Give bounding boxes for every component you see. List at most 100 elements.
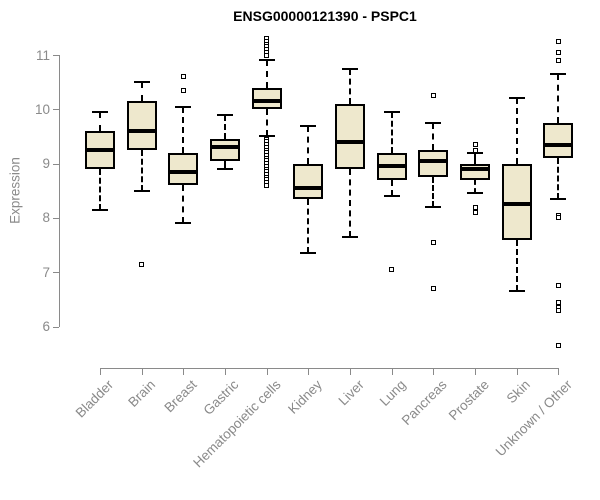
upper-whisker-hematopoietic-cells [265,60,268,88]
lower-whisker-cap-brain [133,189,150,192]
lower-whisker-cap-pancreas [425,206,442,209]
y-axis-line [59,55,60,327]
lower-whisker-cap-unknown-other [550,197,567,200]
outlier-point-unknown-other [555,57,561,63]
outlier-point-hematopoietic-cells [264,52,270,58]
outlier-point-unknown-other [555,299,561,305]
upper-whisker-gastric [224,114,226,140]
x-axis-tick [350,368,351,375]
upper-whisker-cap-pancreas [425,121,442,124]
upper-whisker-cap-brain [133,81,150,84]
median-line-lung [376,164,407,169]
outlier-point-prostate [472,142,478,148]
x-tick-label: Lung [376,377,409,409]
box-hematopoietic-cells [251,87,282,110]
x-axis-tick [266,368,268,375]
median-line-breast [168,169,199,174]
lower-whisker-pancreas [432,177,435,208]
upper-whisker-cap-bladder [92,111,108,113]
upper-whisker-prostate [474,152,476,164]
y-tick-label: 6 [42,319,50,334]
lower-whisker-skin [515,239,518,292]
x-axis-tick [516,368,518,375]
outlier-point-hematopoietic-cells [264,182,270,188]
outlier-point-brain [139,261,145,267]
outlier-point-pancreas [430,93,436,99]
y-tick-label: 7 [42,264,50,280]
x-axis-tick [308,368,310,375]
median-line-liver [335,139,365,144]
lower-whisker-cap-gastric [217,168,233,171]
outlier-point-prostate [472,209,478,215]
outlier-point-unknown-other [555,38,561,44]
box-skin [501,163,532,240]
box-unknown-other [543,122,574,159]
x-tick-label: Gastric [200,377,242,418]
outlier-point-unknown-other [555,283,561,289]
box-kidney [293,163,324,199]
outlier-point-unknown-other [555,215,561,221]
lower-whisker-bladder [99,169,101,210]
outlier-point-breast [180,87,186,93]
x-axis-tick [100,368,101,375]
upper-whisker-breast [182,106,185,153]
lower-whisker-cap-breast [175,222,192,225]
y-axis-tick [53,55,59,56]
outlier-point-unknown-other [555,307,561,313]
upper-whisker-cap-gastric [217,113,233,116]
outlier-point-prostate [472,204,478,210]
x-tick-label: Liver [335,377,367,409]
upper-whisker-brain [140,82,143,102]
upper-whisker-cap-skin [508,97,525,100]
lower-whisker-hematopoietic-cells [265,109,268,137]
x-axis-tick [391,368,393,375]
x-tick-label: Skin [504,377,534,407]
box-breast [168,152,199,186]
lower-whisker-cap-liver [342,235,358,238]
x-tick-label: Brain [125,377,159,410]
outlier-point-prostate [472,147,478,153]
upper-whisker-lung [390,112,393,153]
median-line-bladder [85,148,115,153]
outlier-point-unknown-other [555,49,561,55]
upper-whisker-skin [515,98,518,164]
y-axis-tick [53,109,59,111]
lower-whisker-cap-kidney [300,252,317,255]
upper-whisker-cap-kidney [300,124,317,127]
upper-whisker-cap-prostate [467,151,483,154]
lower-whisker-liver [349,169,351,237]
outlier-point-pancreas [430,285,436,291]
box-pancreas [418,150,449,178]
upper-whisker-unknown-other [557,74,560,123]
lower-whisker-cap-hematopoietic-cells [258,135,275,138]
x-axis-line [100,368,559,369]
lower-whisker-cap-lung [383,195,400,198]
lower-whisker-cap-prostate [467,192,483,195]
upper-whisker-cap-breast [175,105,192,108]
y-axis-tick [53,326,59,328]
lower-whisker-unknown-other [557,158,560,199]
y-tick-label: 11 [35,47,50,63]
y-tick-label: 8 [42,210,50,226]
upper-whisker-cap-unknown-other [550,73,567,75]
x-tick-label: Prostate [445,377,492,424]
x-axis-tick [183,368,185,375]
upper-whisker-cap-hematopoietic-cells [258,59,275,62]
outlier-point-lung [389,266,395,272]
upper-whisker-liver [349,68,351,104]
upper-whisker-kidney [307,125,310,164]
upper-whisker-cap-lung [383,111,400,113]
median-line-skin [501,202,532,207]
upper-whisker-cap-liver [342,67,358,70]
lower-whisker-cap-bladder [92,208,108,211]
upper-whisker-bladder [99,112,101,131]
lower-whisker-lung [390,179,393,197]
x-axis-tick [558,368,560,375]
y-tick-label: 9 [42,156,50,172]
median-line-kidney [293,186,324,191]
x-tick-label: Breast [161,377,200,416]
x-axis-tick [433,368,435,375]
lower-whisker-prostate [474,179,476,194]
